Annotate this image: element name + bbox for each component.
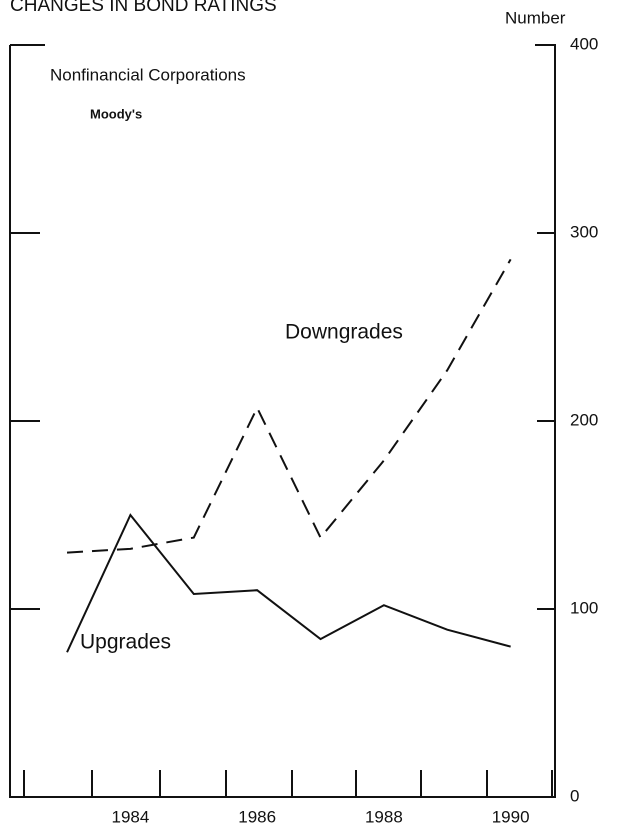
series-label: Upgrades [80, 631, 171, 654]
source: Moody's [90, 106, 142, 121]
series-line [66, 258, 512, 554]
frame [9, 44, 556, 798]
y-tick-label: 300 [570, 222, 598, 241]
y-axis-label: Number [505, 8, 566, 27]
series-label: Downgrades [285, 321, 403, 344]
subtitle: Nonfinancial Corporations [50, 65, 246, 84]
y-tick-label: 100 [570, 598, 598, 617]
y-tick-label: 0 [570, 786, 579, 805]
x-tick-label: 1990 [492, 807, 530, 826]
x-tick-label: 1988 [365, 807, 403, 826]
y-tick-label: 200 [570, 410, 598, 429]
x-tick-label: 1986 [238, 807, 276, 826]
y-tick-label: 400 [570, 34, 598, 53]
series-line [66, 513, 511, 653]
chart-title: CHANGES IN BOND RATINGS [10, 0, 277, 16]
x-tick-label: 1984 [111, 807, 149, 826]
x-minor-ticks [23, 770, 553, 797]
